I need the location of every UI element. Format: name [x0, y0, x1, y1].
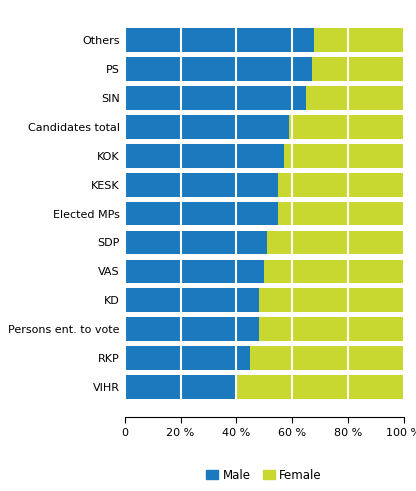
Bar — [259, 317, 404, 341]
Bar — [125, 346, 250, 370]
Bar — [259, 288, 404, 312]
Bar — [125, 260, 264, 283]
Bar — [306, 86, 404, 110]
Bar — [125, 231, 267, 254]
Bar — [125, 144, 284, 167]
Bar — [125, 288, 259, 312]
Bar — [267, 231, 404, 254]
Bar — [125, 202, 278, 225]
Bar — [312, 57, 404, 81]
Bar — [125, 57, 312, 81]
Bar — [314, 28, 404, 52]
Bar — [125, 173, 278, 196]
Bar — [125, 28, 314, 52]
Bar — [236, 375, 404, 399]
Bar — [278, 202, 404, 225]
Bar — [125, 375, 236, 399]
Bar — [125, 86, 306, 110]
Bar — [289, 115, 404, 139]
Bar — [125, 115, 289, 139]
Bar — [250, 346, 404, 370]
Legend: Male, Female: Male, Female — [202, 464, 327, 487]
Bar — [264, 260, 404, 283]
Bar — [125, 317, 259, 341]
Bar — [278, 173, 404, 196]
Bar — [284, 144, 404, 167]
